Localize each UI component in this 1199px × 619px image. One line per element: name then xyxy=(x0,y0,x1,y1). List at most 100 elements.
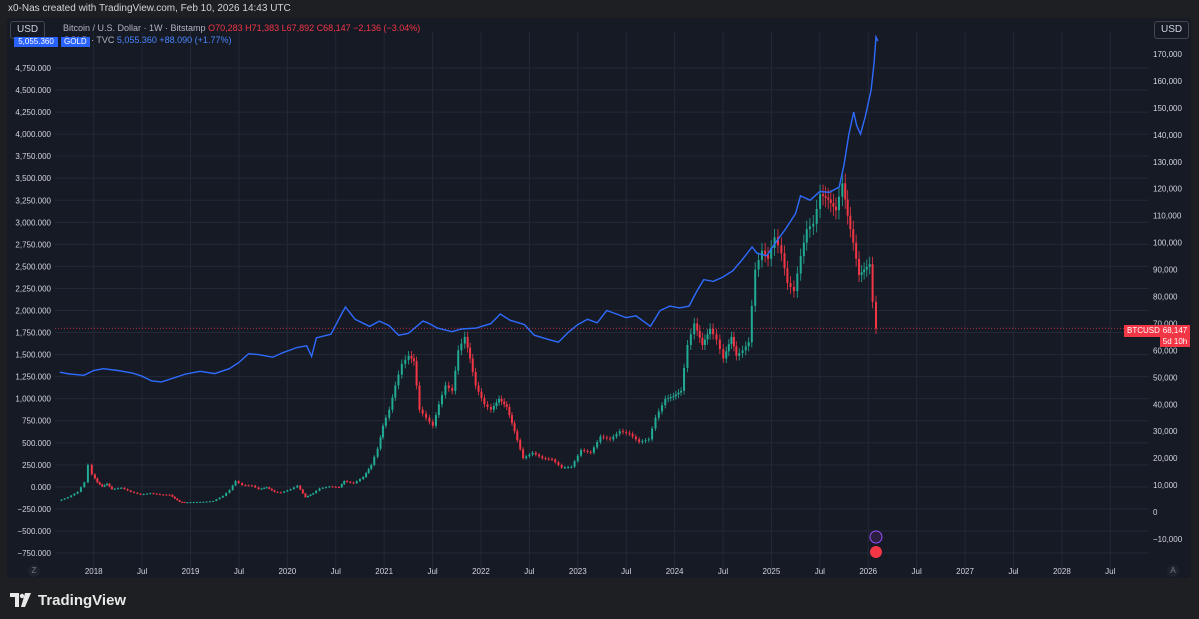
btc-candle-body xyxy=(90,464,93,475)
btc-candle-body xyxy=(858,258,861,275)
btc-candle-body xyxy=(376,448,379,457)
btc-symbol-tag: BTCUSD xyxy=(1124,325,1163,337)
btc-candle-body xyxy=(844,183,847,200)
btc-candle-body xyxy=(498,398,501,403)
btc-candle-body xyxy=(780,245,783,254)
btc-candle-body xyxy=(764,250,767,255)
btc-candle-body xyxy=(874,301,877,329)
btc-candle-body xyxy=(199,501,202,503)
btc-candle-body xyxy=(447,385,450,389)
right-axis-tick: 150,000 xyxy=(1153,104,1182,113)
btc-candle-body xyxy=(66,497,69,499)
btc-candle-body xyxy=(789,283,792,288)
btc-candle-body xyxy=(510,415,513,424)
btc-candle-body xyxy=(586,450,589,452)
btc-candle-body xyxy=(560,464,563,468)
btc-candle-body xyxy=(824,195,827,198)
btc-candle-body xyxy=(689,334,692,345)
btc-candle-body xyxy=(709,328,712,335)
btc-candle-body xyxy=(247,485,250,487)
right-currency-button[interactable]: USD xyxy=(1154,21,1190,39)
btc-candle-body xyxy=(605,437,608,439)
btc-candle-body xyxy=(669,397,672,399)
right-axis-tick: 0 xyxy=(1153,508,1158,517)
us-flag-event-icon xyxy=(869,546,882,558)
btc-candle-body xyxy=(355,481,358,484)
btc-candle-body xyxy=(228,489,231,493)
btc-candle-body xyxy=(580,450,583,456)
btc-candle-body xyxy=(362,477,365,480)
btc-candle-body xyxy=(489,406,492,410)
btc-candle-body xyxy=(171,494,174,497)
btc-candle-body xyxy=(534,452,537,455)
right-axis-tick: 120,000 xyxy=(1153,185,1182,194)
auto-scale-icon[interactable]: A xyxy=(1167,565,1179,577)
btc-candle-body xyxy=(373,456,376,465)
btc-candle-body xyxy=(454,370,457,391)
btc-candle-body xyxy=(76,491,79,494)
left-axis-tick: 3,250.000 xyxy=(15,196,51,205)
btc-candle-body xyxy=(525,456,528,459)
btc-candle-body xyxy=(93,474,96,479)
btc-candle-body xyxy=(412,358,415,362)
btc-candle-body xyxy=(165,494,168,496)
x-axis-tick: Jul xyxy=(912,567,922,576)
btc-candle-body xyxy=(638,439,641,442)
btc-candle-body xyxy=(365,472,368,478)
btc-candle-body xyxy=(822,194,825,196)
btc-candle-body xyxy=(241,483,244,486)
btc-candle-body xyxy=(815,208,818,224)
btc-candle-body xyxy=(732,336,735,347)
btc-candle-body xyxy=(544,458,547,460)
btc-candle-body xyxy=(503,401,506,405)
btc-candle-body xyxy=(286,490,289,492)
btc-candle-body xyxy=(513,423,516,432)
btc-candle-body xyxy=(563,467,566,469)
btc-candle-body xyxy=(570,466,573,468)
right-axis-tick: 30,000 xyxy=(1153,427,1178,436)
left-axis-tick: 3,500.000 xyxy=(15,174,51,183)
btc-candle-body xyxy=(70,495,73,498)
btc-candle-body xyxy=(634,436,637,440)
btc-candle-body xyxy=(868,264,871,267)
zoom-icon[interactable]: Z xyxy=(28,565,40,577)
btc-candle-body xyxy=(799,256,802,274)
btc-candle-body xyxy=(592,447,595,453)
left-axis-tick: 4,750.000 xyxy=(15,64,51,73)
chart-panel[interactable]: 4,750.000 4,500.000 4,250.000 4,000.000 3,75… xyxy=(7,18,1191,578)
btc-candle-body xyxy=(334,486,337,488)
left-axis-tick: 4,500.000 xyxy=(15,86,51,95)
btc-candle-body xyxy=(250,485,253,487)
btc-candle-body xyxy=(863,269,866,273)
btc-candle-body xyxy=(495,402,498,407)
btc-candle-body xyxy=(162,494,165,496)
right-axis-tick: 70,000 xyxy=(1153,319,1178,328)
btc-candle-body xyxy=(410,355,413,359)
btc-candle-body xyxy=(480,391,483,398)
btc-candle-body xyxy=(292,487,295,490)
btc-candle-body xyxy=(358,479,361,482)
btc-countdown: 5d 10h xyxy=(1162,337,1188,346)
btc-candle-body xyxy=(318,488,321,491)
gold-legend-row[interactable]: GOLD · TVC 5,055.360 +88.090 (+1.77%) xyxy=(63,34,420,46)
btc-candle-body xyxy=(722,349,725,359)
right-axis-tick: 170,000 xyxy=(1153,50,1182,59)
btc-candle-body xyxy=(215,499,218,502)
btc-candle-body xyxy=(181,501,184,503)
btc-candle-body xyxy=(812,223,815,227)
btc-candle-body xyxy=(483,397,486,405)
btc-candle-body xyxy=(712,328,715,335)
btc-candle-body xyxy=(522,449,525,459)
btc-candle-body xyxy=(819,194,822,209)
chart-canvas[interactable]: 4,750.000 4,500.000 4,250.000 4,000.000 3,75… xyxy=(7,18,1191,578)
btc-legend-row[interactable]: Bitcoin / U.S. Dollar · 1W · Bitstamp O7… xyxy=(63,22,420,34)
btc-candle-body xyxy=(208,501,211,503)
btc-candle-body xyxy=(260,488,263,490)
btc-candle-body xyxy=(829,199,832,204)
btc-candle-body xyxy=(747,342,750,347)
btc-candle-body xyxy=(754,269,757,306)
btc-candle-body xyxy=(686,345,689,368)
btc-candle-body xyxy=(837,196,840,211)
left-axis-tick: 750.000 xyxy=(22,417,51,426)
lightning-event-icon xyxy=(869,530,883,544)
